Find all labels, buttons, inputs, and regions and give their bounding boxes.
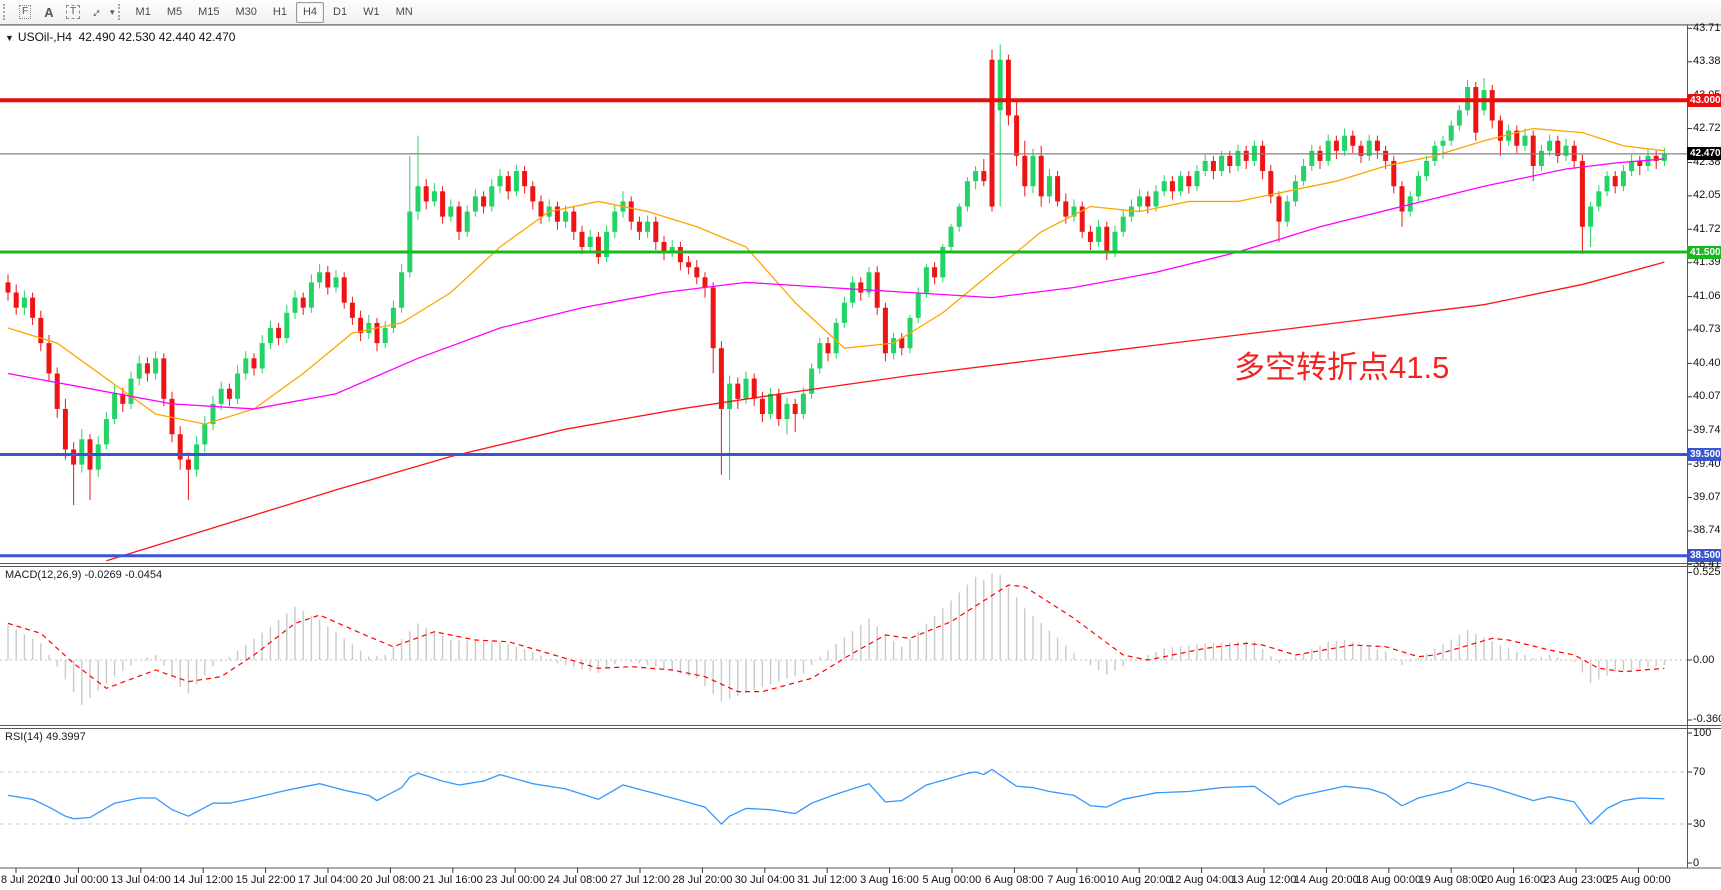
time-tick-8 Jul 2020: 8 Jul 2020 [1,874,52,886]
time-tick-3 Aug 16:00: 3 Aug 16:00 [860,874,919,886]
price-tick-41.725: 41.725 [1693,222,1721,235]
macd-label: MACD(12,26,9) -0.0269 -0.0454 [5,569,163,581]
timeframe-button-m5[interactable]: M5 [166,6,183,18]
price-tick-43.710: 43.710 [1693,21,1721,34]
price-tick-41.395: 41.395 [1693,256,1721,269]
time-tick-10 Jul 00:00: 10 Jul 00:00 [48,874,109,886]
time-tick-13 Aug 12:00: 13 Aug 12:00 [1231,874,1297,886]
chart-annotation-text: 多空转折点41.5 [1234,350,1450,385]
font-tool-icon-glyph: A [44,4,54,20]
toolbar-grip[interactable] [3,4,9,20]
time-tick-17 Jul 04:00: 17 Jul 04:00 [298,874,358,886]
macd-tick-0.00: 0.00 [1693,653,1715,666]
time-tick-21 Jul 16:00: 21 Jul 16:00 [422,874,483,886]
text-label-tool-icon-glyph: T [65,5,81,19]
rsi-tick-100: 100 [1693,726,1712,739]
symbol-period-label: USOil-,H4 [17,30,72,44]
time-tick-20 Aug 16:00: 20 Aug 16:00 [1481,874,1546,886]
timeframe-button-d1[interactable]: D1 [333,6,348,18]
timeframe-button-mn[interactable]: MN [395,6,413,18]
price-tick-41.060: 41.060 [1693,290,1721,303]
price-tick-42.055: 42.055 [1693,189,1721,202]
toolbar-grip[interactable] [117,4,124,20]
price-tick-42.720: 42.720 [1693,122,1721,135]
rsi-tick-70: 70 [1693,765,1706,778]
main-chart-pane[interactable] [0,26,1687,563]
ohlc-high: 42.530 [118,30,156,44]
time-tick-12 Aug 04:00: 12 Aug 04:00 [1169,874,1234,886]
price-tick-38.745: 38.745 [1693,524,1721,537]
level-line-label-41.500: 41.500 [1687,245,1721,259]
timeframe-button-h4[interactable]: H4 [295,1,325,23]
rsi-tick-30: 30 [1693,817,1706,830]
time-tick-20 Jul 08:00: 20 Jul 08:00 [360,874,421,886]
chart-title: ▼ USOil-,H4 42.490 42.530 42.440 42.470 [5,30,235,44]
timeframe-button-h1[interactable]: H1 [272,6,287,18]
price-tick-40.400: 40.400 [1693,356,1721,369]
time-tick-13 Jul 04:00: 13 Jul 04:00 [110,874,171,886]
time-tick-15 Jul 22:00: 15 Jul 22:00 [235,874,296,886]
level-line-label-43.000: 43.000 [1687,93,1721,107]
time-tick-24 Jul 08:00: 24 Jul 08:00 [547,874,608,886]
time-tick-7 Aug 16:00: 7 Aug 16:00 [1047,874,1107,886]
text-label-tool-icon[interactable]: T [63,2,83,22]
drawing-tools-group: F A T ↕ [13,2,109,22]
timeframe-button-m1[interactable]: M1 [135,6,151,18]
fibo-tool-icon[interactable]: F [15,2,35,22]
price-tick-39.740: 39.740 [1693,423,1721,436]
time-tick-5 Aug 00:00: 5 Aug 00:00 [922,874,982,886]
bid-price-label: 42.470 [1687,147,1721,161]
ohlc-open: 42.490 [78,30,116,44]
timeframe-buttons-group: M1 M5 M15 M30 H1 H4 D1 W1 MN [128,1,421,23]
time-tick-23 Jul 00:00: 23 Jul 00:00 [485,874,546,886]
time-tick-6 Aug 08:00: 6 Aug 08:00 [984,874,1044,886]
time-tick-25 Aug 00:00: 25 Aug 00:00 [1605,874,1671,886]
chart-menu-caret-icon[interactable]: ▼ [5,33,14,43]
time-tick-19 Aug 08:00: 19 Aug 08:00 [1418,874,1484,886]
rsi-pane[interactable] [0,729,1687,868]
ohlc-close: 42.470 [198,30,236,44]
fibo-tool-icon-glyph: F [18,5,32,19]
macd-tick--0.3603: -0.3603 [1693,713,1721,726]
price-tick-40.070: 40.070 [1693,390,1721,403]
macd-tick-0.5257: 0.5257 [1693,565,1721,578]
price-tick-43.380: 43.380 [1693,55,1721,68]
time-tick-27 Jul 12:00: 27 Jul 12:00 [610,874,670,886]
ohlc-low: 42.440 [158,30,196,44]
time-tick-10 Aug 20:00: 10 Aug 20:00 [1106,874,1172,886]
rsi-label: RSI(14) 49.3997 [5,731,86,743]
timeframe-button-m30[interactable]: M30 [235,6,257,18]
dropdown-caret-icon[interactable]: ▾ [110,6,115,17]
time-tick-23 Aug 23:00: 23 Aug 23:00 [1543,874,1609,886]
level-line-label-38.500: 38.500 [1687,549,1721,563]
timeframe-button-w1[interactable]: W1 [363,6,380,18]
rsi-tick-0: 0 [1693,856,1700,869]
time-tick-14 Aug 20:00: 14 Aug 20:00 [1293,874,1359,886]
time-tick-28 Jul 20:00: 28 Jul 20:00 [672,874,733,886]
time-tick-14 Jul 12:00: 14 Jul 12:00 [173,874,234,886]
price-tick-39.075: 39.075 [1693,491,1721,503]
font-tool-icon[interactable]: A [39,2,59,22]
macd-pane[interactable] [0,567,1687,725]
level-line-label-39.500: 39.500 [1687,447,1721,461]
time-tick-30 Jul 04:00: 30 Jul 04:00 [734,874,795,886]
price-tick-40.730: 40.730 [1693,323,1721,336]
time-tick-31 Jul 12:00: 31 Jul 12:00 [797,874,858,886]
time-tick-18 Aug 00:00: 18 Aug 00:00 [1356,874,1422,886]
timeframe-button-m15[interactable]: M15 [198,6,220,18]
